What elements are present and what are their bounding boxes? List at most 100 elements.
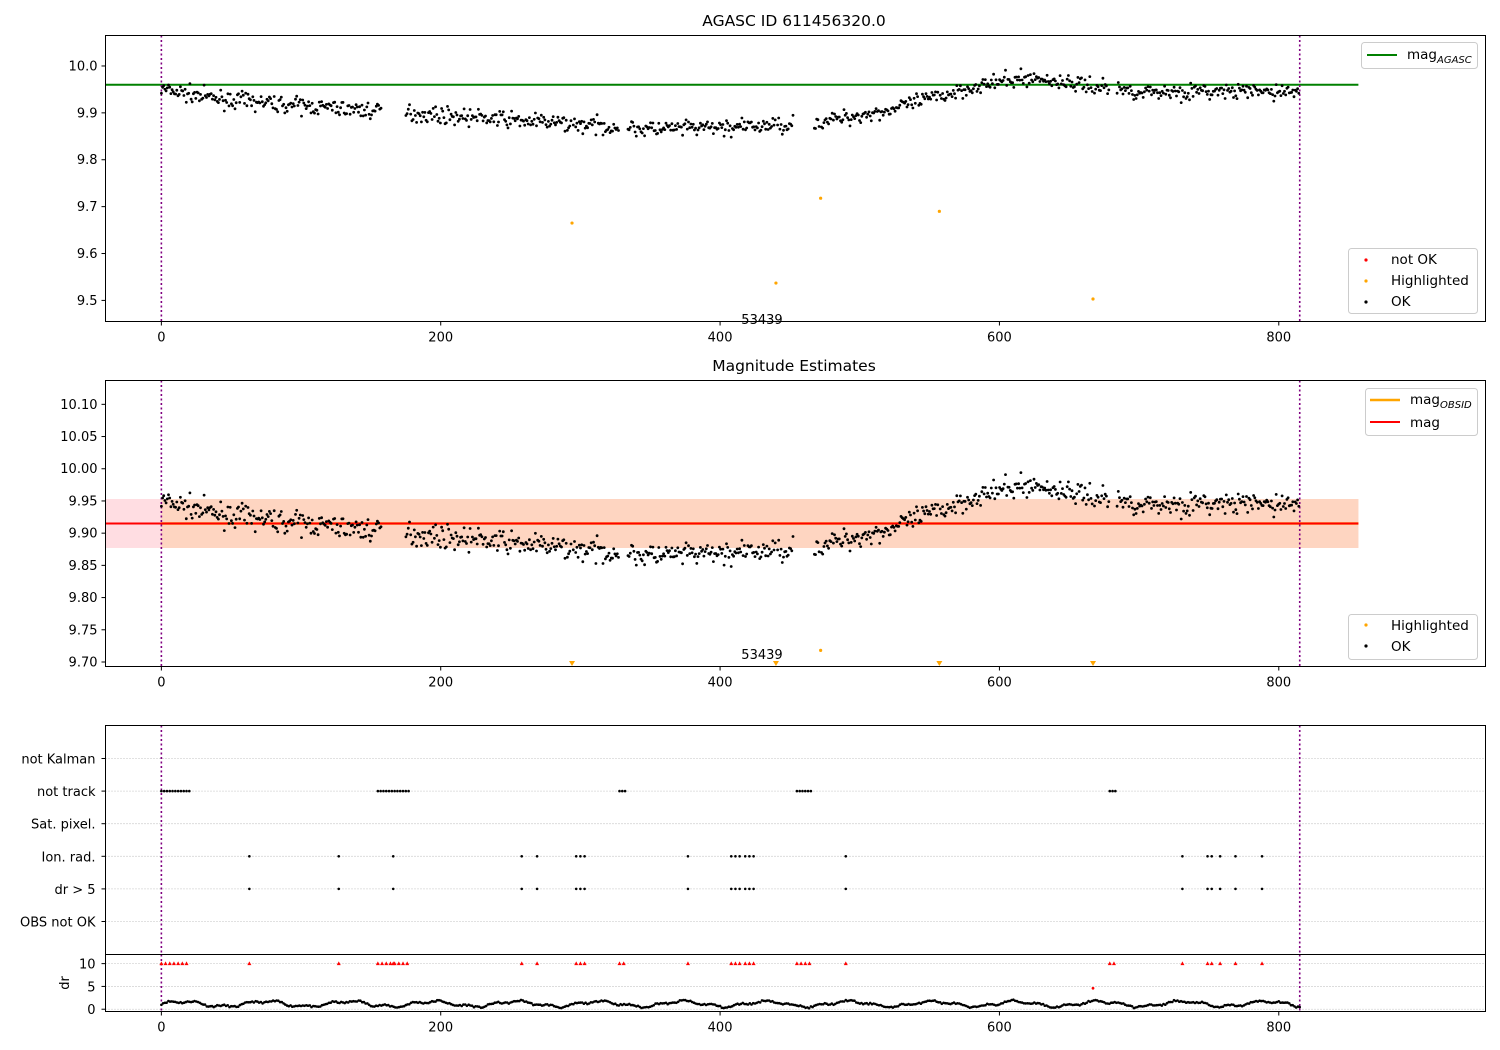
agasc-ok-point [685, 127, 689, 131]
mag-ok-point [1146, 495, 1150, 499]
mag-ok-point [778, 554, 782, 557]
flag-dr-5-point [248, 887, 251, 891]
agasc-ok-point [832, 118, 835, 122]
mag-ok-point [330, 528, 334, 531]
agasc-ok-point [282, 102, 286, 106]
mag-ok-point [919, 520, 923, 523]
mag-ok-point [1122, 496, 1126, 500]
agasc-ok-point [712, 132, 715, 136]
mag-ok-point [1184, 512, 1188, 515]
dr-point [807, 1007, 811, 1010]
agasc-ok-point [938, 93, 942, 97]
agasc-ok-point [1215, 87, 1219, 90]
mag-ok-point [761, 543, 765, 546]
agasc-ok-point [1069, 84, 1073, 88]
agasc-ok-point [633, 130, 637, 134]
agasc-ok-point [283, 111, 287, 115]
agasc-ok-point [1126, 86, 1130, 90]
dr-point [1001, 1002, 1005, 1005]
mag-ok-point [425, 544, 429, 547]
mag-ok-point [1124, 501, 1127, 504]
flag-ion-rad--point [1260, 855, 1264, 858]
agasc-ok-point [1222, 88, 1226, 92]
mag-ok-point [412, 528, 416, 532]
flag-ion-rad--point [743, 855, 747, 858]
agasc-ok-point [431, 107, 435, 110]
dr-point [614, 1002, 617, 1005]
mag-ok-point [198, 515, 201, 518]
agasc-ok-point [1245, 84, 1248, 88]
mag-ok-point [689, 547, 693, 550]
agasc-ok-point [1115, 91, 1119, 95]
mag-ok-point [938, 507, 942, 511]
mag-ok-point [1252, 494, 1255, 497]
mag-ok-point [207, 508, 211, 512]
flag-not-track-point [795, 789, 799, 793]
flag-not-track-point [382, 789, 385, 793]
mag-ok-point [422, 537, 426, 540]
mag-ok-point [845, 532, 848, 536]
mag-ok-point [250, 522, 254, 525]
mag-ok-point [893, 529, 897, 533]
mag-ok-point [348, 533, 352, 537]
flag-ion-rad--point [1218, 855, 1222, 858]
mag-ok-point [1150, 507, 1153, 510]
mag-ok-point [898, 521, 902, 524]
mag-ok-point [604, 557, 607, 561]
agasc-ok-point [212, 94, 216, 97]
agasc-ok-point [447, 108, 451, 112]
agasc-ok-point [892, 107, 896, 111]
mag-ok-point [1134, 512, 1138, 515]
dr-point [1130, 1005, 1134, 1008]
agasc-ok-point [429, 112, 433, 115]
mag-ok-point [548, 549, 551, 553]
agasc-ok-point [574, 125, 578, 129]
mag-ok-point [335, 523, 339, 526]
mag-ok-point [634, 563, 638, 567]
mag-ok-point [345, 532, 348, 536]
mag-ok-point [912, 511, 916, 515]
mag-ok-point [777, 538, 781, 542]
agasc-ok-point [1073, 85, 1076, 89]
agasc-ok-point [886, 109, 890, 113]
mag-ok-point [1182, 509, 1185, 513]
dr-point [1171, 1000, 1174, 1004]
dr-clipped-marker [1233, 961, 1238, 966]
mag-ok-point [1222, 500, 1226, 503]
agasc-ok-point [905, 105, 909, 109]
agasc-ok-point [595, 113, 599, 117]
agasc-ok-point [368, 117, 372, 121]
mag-ok-point [1290, 503, 1293, 507]
agasc-ok-point [250, 104, 254, 108]
dr-point [853, 999, 856, 1002]
agasc-ok-point [1001, 79, 1005, 82]
mag-ok-point [309, 531, 313, 535]
agasc-ok-point [916, 95, 919, 98]
mag-ok-point [986, 491, 990, 495]
mag-ok-point [888, 533, 892, 537]
mag-ok-point [1240, 500, 1244, 503]
mag-ok-point [1178, 497, 1182, 500]
agasc-ok-point [867, 110, 871, 114]
magnitude-title: Magnitude Estimates [712, 357, 876, 375]
dr-clipped-marker [747, 961, 752, 966]
agasc-ok-point [699, 121, 702, 125]
mag-ok-point [379, 525, 383, 529]
mag-ok-point [706, 544, 709, 547]
agasc-ok-point [1164, 92, 1168, 96]
agasc-ok-point [912, 96, 916, 100]
agasc-ok-point [672, 128, 676, 132]
agasc-ok-point [869, 119, 873, 123]
agasc-ok-point [883, 110, 886, 114]
mag-ok-point [953, 505, 956, 509]
flag-not-track-point [401, 789, 405, 793]
mag-ok-point [615, 552, 619, 556]
mag-ok-point [881, 535, 885, 538]
mag-ok-point [516, 540, 519, 543]
agasc-ok-point [841, 118, 845, 122]
agasc-ok-point [830, 111, 834, 115]
mag-ok-point [196, 504, 200, 508]
mag-ok-point [541, 544, 544, 548]
agasc-ok-point [1162, 91, 1165, 95]
mag-ok-point [696, 555, 700, 558]
